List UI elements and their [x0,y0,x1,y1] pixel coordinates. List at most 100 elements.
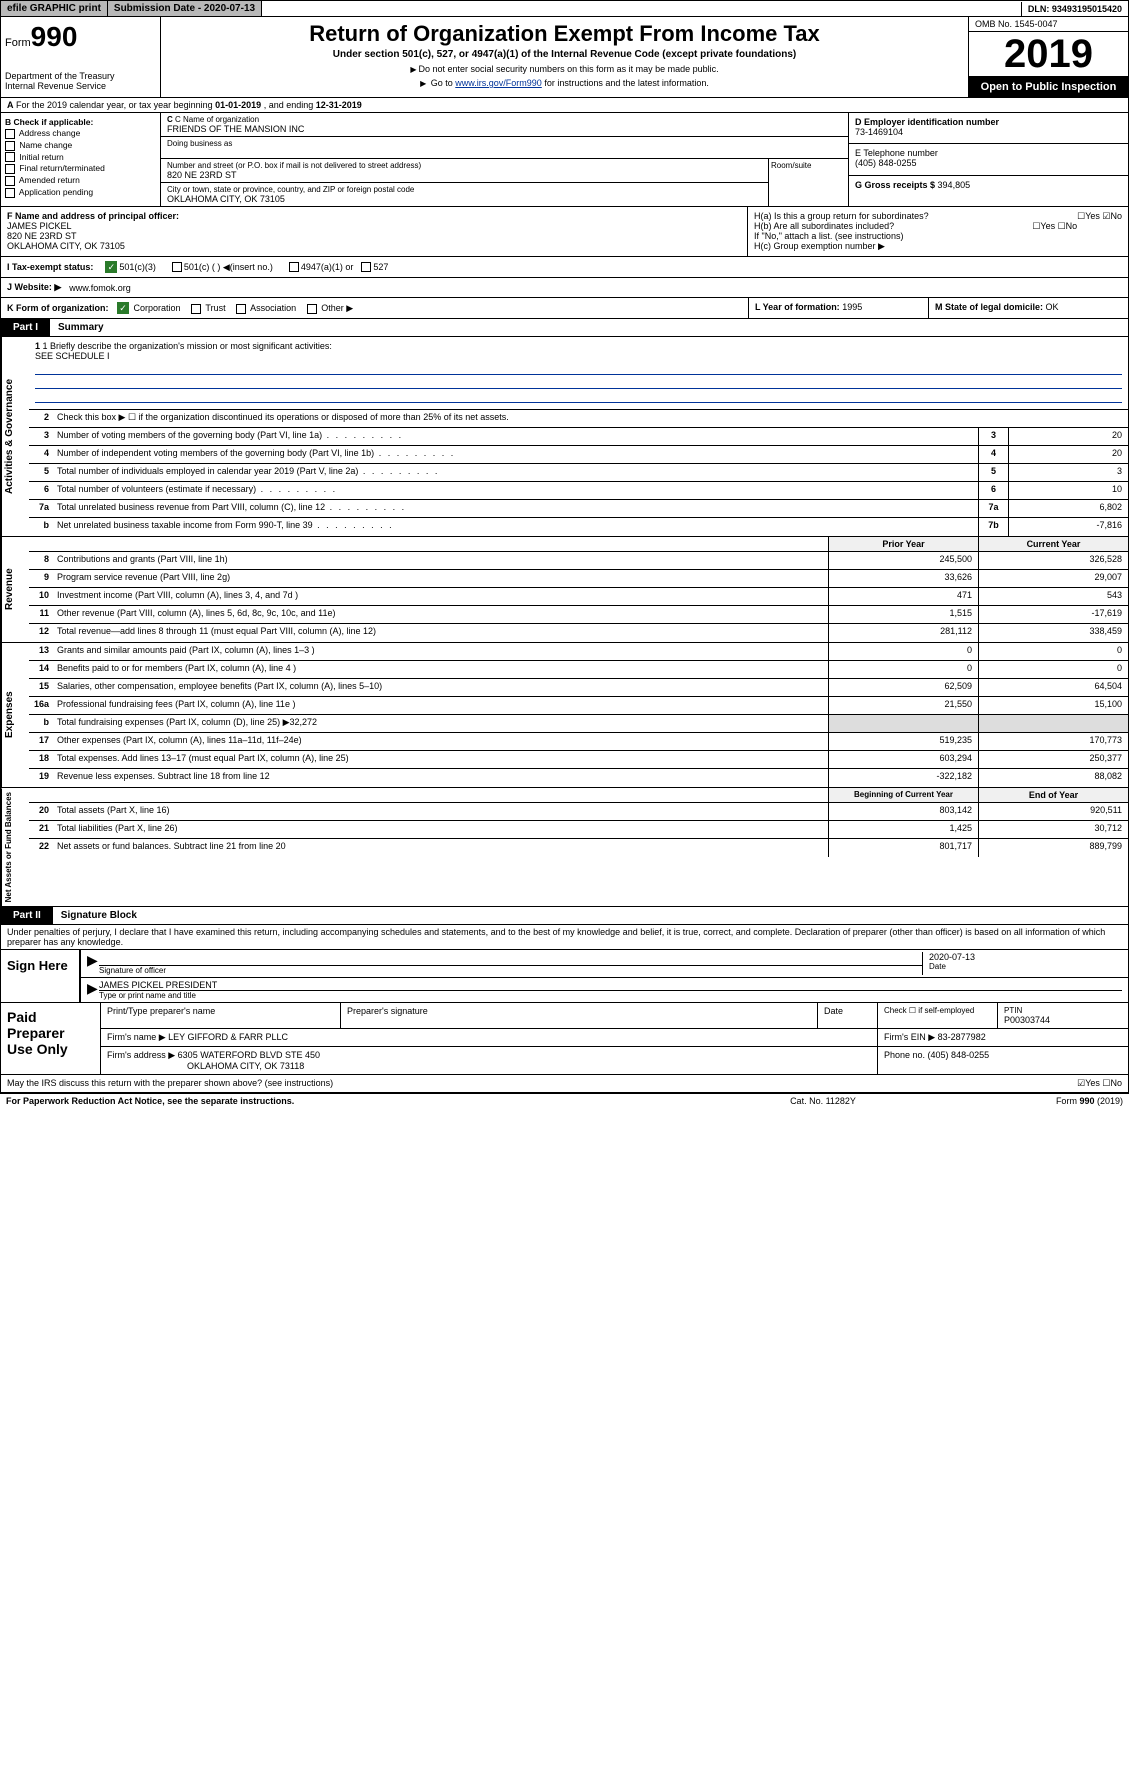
firm-phone-label: Phone no. [884,1050,928,1060]
paid-preparer-label: Paid Preparer Use Only [1,1003,101,1074]
street-label: Number and street (or P.O. box if mail i… [167,161,762,170]
efile-print-button[interactable]: efile GRAPHIC print [1,1,108,16]
checkbox-icon [172,262,182,272]
table-row: 14Benefits paid to or for members (Part … [29,661,1128,679]
sig-officer-label: Signature of officer [99,966,922,975]
k-row: K Form of organization: ✓ Corporation Tr… [0,298,1129,319]
website-row: J Website: ▶ www.fomok.org [0,278,1129,298]
website-value: www.fomok.org [69,283,131,293]
part1-title: Summary [50,319,112,336]
form-header: Form990 Department of the Treasury Inter… [0,17,1129,98]
table-row: 11Other revenue (Part VIII, column (A), … [29,606,1128,624]
col-b-checkboxes: B Check if applicable: Address change Na… [1,113,161,206]
sign-here-label: Sign Here [1,950,81,1002]
check-icon: ✓ [105,261,117,273]
gross-receipts-value: 394,805 [938,180,971,190]
table-row: 18Total expenses. Add lines 13–17 (must … [29,751,1128,769]
tax-exempt-status-row: I Tax-exempt status: ✓501(c)(3) 501(c) (… [0,257,1129,278]
firm-ein-label: Firm's EIN ▶ [884,1032,935,1042]
checkbox-option: Name change [5,140,156,151]
checkbox-option: Application pending [5,187,156,198]
part2-title: Signature Block [53,907,145,924]
side-label-net: Net Assets or Fund Balances [1,788,29,906]
summary-row: 4Number of independent voting members of… [29,446,1128,464]
form-subtitle: Under section 501(c), 527, or 4947(a)(1)… [169,49,960,60]
h-b-label: H(b) Are all subordinates included? [754,221,894,231]
irs-link[interactable]: www.irs.gov/Form990 [455,78,542,88]
line2-text: Check this box ▶ ☐ if the organization d… [53,410,1128,427]
principal-officer-label: F Name and address of principal officer: [7,211,179,221]
paperwork-notice: For Paperwork Reduction Act Notice, see … [6,1096,723,1106]
checkbox-icon [236,304,246,314]
summary-row: 7aTotal unrelated business revenue from … [29,500,1128,518]
checkbox-option: Address change [5,128,156,139]
paid-preparer-block: Paid Preparer Use Only Print/Type prepar… [0,1003,1129,1075]
revenue-section: Revenue Prior Year Current Year 8Contrib… [0,537,1129,643]
beginning-year-header: Beginning of Current Year [828,788,978,802]
org-name: FRIENDS OF THE MANSION INC [167,124,842,134]
table-row: 13Grants and similar amounts paid (Part … [29,643,1128,661]
table-row: 15Salaries, other compensation, employee… [29,679,1128,697]
activities-governance-section: Activities & Governance 1 1 Briefly desc… [0,337,1129,537]
dept-treasury: Department of the Treasury Internal Reve… [5,71,156,91]
entity-block: B Check if applicable: Address change Na… [0,113,1129,207]
ein-label: D Employer identification number [855,117,999,127]
form-version: Form 990 (2019) [923,1096,1123,1106]
form-number: Form990 [5,21,156,53]
sig-date: 2020-07-13 [929,952,1122,962]
mission-label: 1 1 Briefly describe the organization's … [35,341,1122,351]
sig-date-label: Date [929,962,1122,971]
ptin-label: PTIN [1004,1006,1122,1015]
perjury-statement: Under penalties of perjury, I declare th… [1,925,1128,949]
officer-name: JAMES PICKEL [7,221,72,231]
side-label-expenses: Expenses [1,643,29,787]
firm-addr-label: Firm's address ▶ [107,1050,175,1060]
h-a-label: H(a) Is this a group return for subordin… [754,211,929,221]
submission-date-button[interactable]: Submission Date - 2020-07-13 [108,1,262,16]
table-row: 12Total revenue—add lines 8 through 11 (… [29,624,1128,642]
cat-no: Cat. No. 11282Y [723,1096,923,1106]
arrow-icon: ▶ [87,980,99,1000]
h-b-note: If "No," attach a list. (see instruction… [754,231,1122,241]
preparer-name-header: Print/Type preparer's name [101,1003,341,1028]
table-row: 17Other expenses (Part IX, column (A), l… [29,733,1128,751]
officer-printed-name: JAMES PICKEL PRESIDENT [99,980,1122,991]
omb-number: OMB No. 1545-0047 [969,17,1128,32]
officer-addr2: OKLAHOMA CITY, OK 73105 [7,241,125,251]
phone-value: (405) 848-0255 [855,158,917,168]
summary-row: bNet unrelated business taxable income f… [29,518,1128,536]
tax-year: 2019 [969,32,1128,76]
arrow-icon: ▶ [87,952,99,975]
firm-name-label: Firm's name ▶ [107,1032,166,1042]
part1-header: Part I Summary [0,319,1129,337]
firm-addr1: 6305 WATERFORD BLVD STE 450 [178,1050,320,1060]
checkbox-icon [361,262,371,272]
f-h-row: F Name and address of principal officer:… [0,207,1129,257]
checkbox-icon [289,262,299,272]
dln-label: DLN: 93493195015420 [1021,2,1128,16]
checkbox-icon [191,304,201,314]
table-row: 20Total assets (Part X, line 16)803,1429… [29,803,1128,821]
h-b-yesno: ☐Yes ☐No [1032,221,1077,232]
print-name-label: Type or print name and title [99,991,1122,1000]
phone-label: E Telephone number [855,148,938,158]
ptin-value: P00303744 [1004,1015,1122,1025]
city-label: City or town, state or province, country… [167,185,762,194]
table-row: 22Net assets or fund balances. Subtract … [29,839,1128,857]
table-row: bTotal fundraising expenses (Part IX, co… [29,715,1128,733]
firm-addr2: OKLAHOMA CITY, OK 73118 [187,1061,871,1071]
checkbox-option: Amended return [5,175,156,186]
gross-receipts-label: G Gross receipts $ [855,180,938,190]
summary-row: 3Number of voting members of the governi… [29,428,1128,446]
part2-tab: Part II [1,907,53,924]
side-label-ag: Activities & Governance [1,337,29,536]
firm-name: LEY GIFFORD & FARR PLLC [168,1032,288,1042]
top-bar: efile GRAPHIC print Submission Date - 20… [0,0,1129,17]
h-a-yesno: ☐Yes ☑No [1077,211,1122,222]
table-row: 16aProfessional fundraising fees (Part I… [29,697,1128,715]
open-inspection: Open to Public Inspection [969,76,1128,97]
table-row: 8Contributions and grants (Part VIII, li… [29,552,1128,570]
expenses-section: Expenses 13Grants and similar amounts pa… [0,643,1129,788]
ein-value: 73-1469104 [855,127,903,137]
check-icon: ✓ [117,302,129,314]
